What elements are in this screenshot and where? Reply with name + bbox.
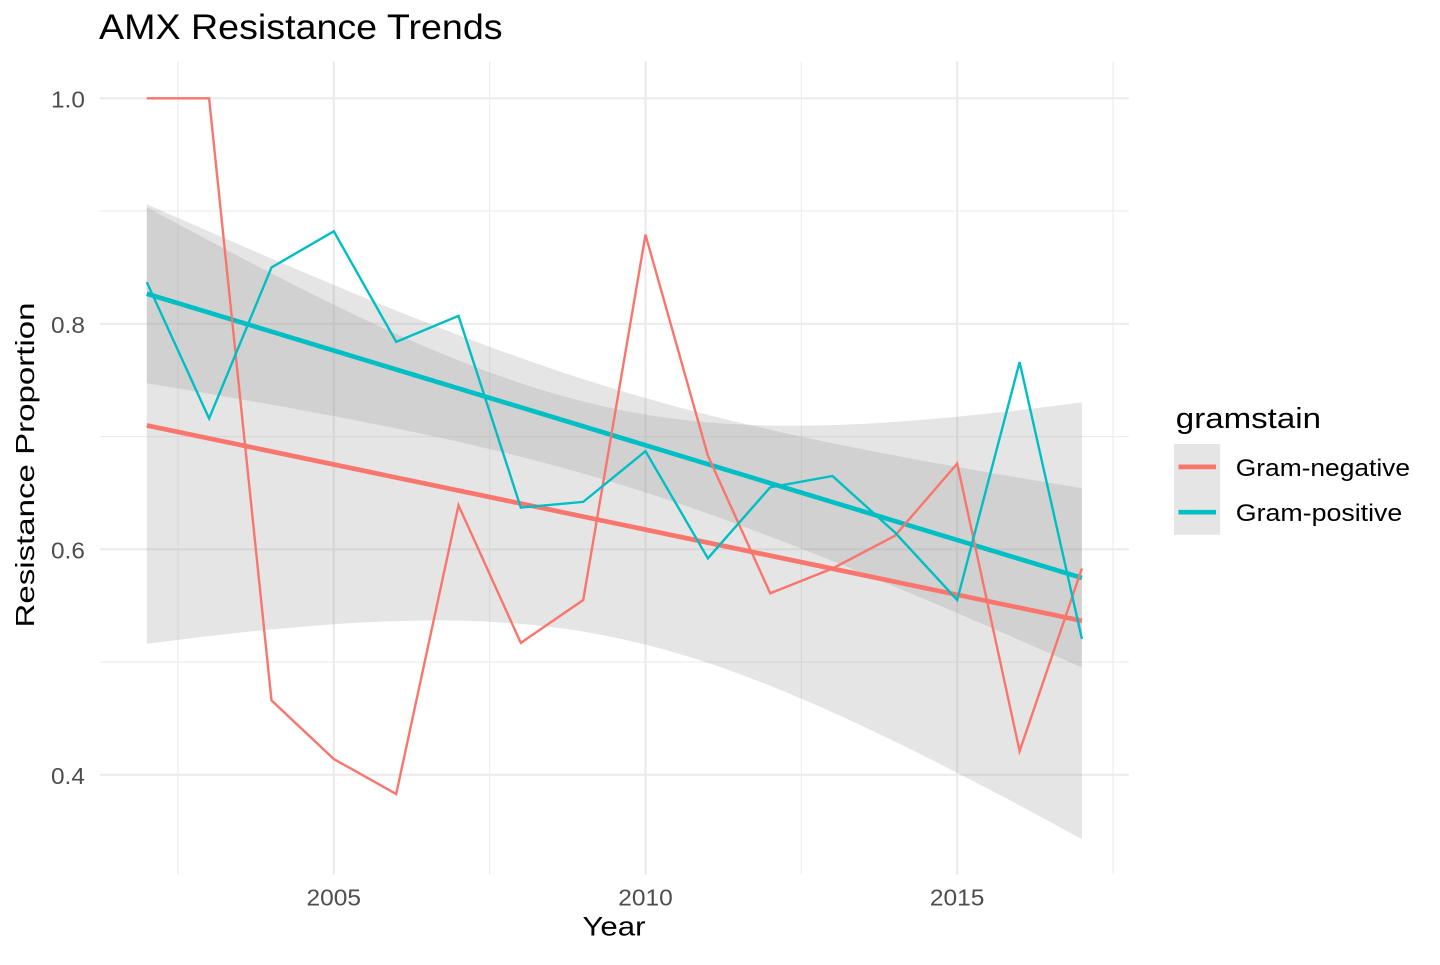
svg-text:0.6: 0.6	[51, 538, 85, 564]
svg-text:0.4: 0.4	[51, 763, 85, 789]
svg-text:0.8: 0.8	[51, 312, 85, 338]
svg-text:gramstain: gramstain	[1176, 403, 1321, 435]
svg-text:2015: 2015	[930, 884, 985, 910]
svg-text:Gram-negative: Gram-negative	[1236, 455, 1410, 482]
svg-text:Resistance Proportion: Resistance Proportion	[10, 302, 40, 627]
svg-text:2010: 2010	[618, 884, 673, 910]
svg-text:2005: 2005	[307, 884, 362, 910]
svg-text:Year: Year	[583, 912, 646, 942]
svg-text:1.0: 1.0	[51, 87, 85, 113]
svg-text:Gram-positive: Gram-positive	[1236, 500, 1403, 527]
svg-text:AMX Resistance Trends: AMX Resistance Trends	[99, 8, 503, 47]
